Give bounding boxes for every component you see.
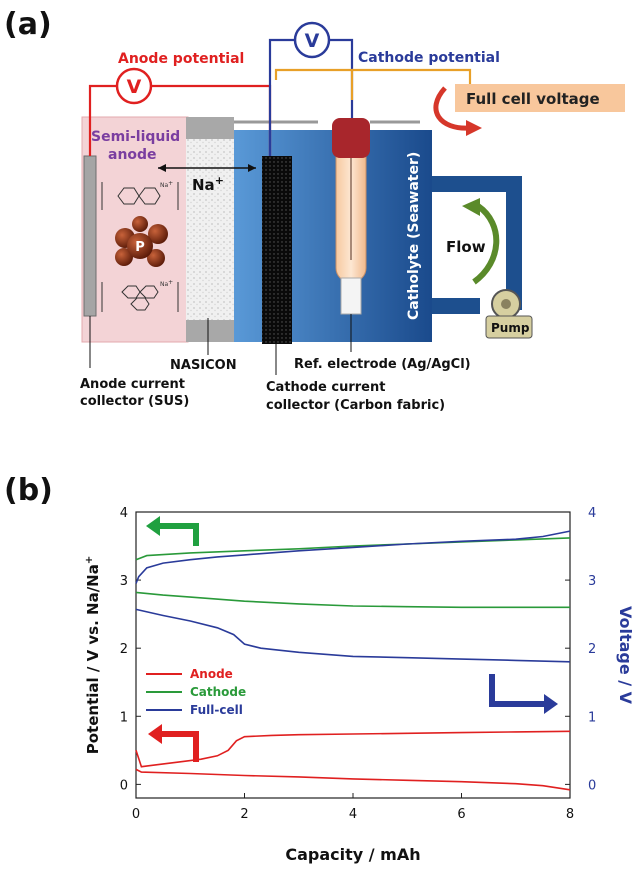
plot-frame [135,511,571,799]
full-cell-voltage-label: Full cell voltage [466,90,600,108]
panel-a-label: (a) [4,7,52,42]
y-right-tick-label: 0 [588,778,596,793]
legend-cathode-label: Cathode [190,685,246,699]
series-lines [135,530,571,791]
y-left-axis-ticks: 0 1 2 3 4 [120,506,141,793]
y-right-tick-label: 2 [588,642,596,657]
pyrene-na-label: Na+ [160,279,173,288]
y-right-tick-label: 1 [588,710,596,725]
y-right-tick-label: 4 [588,506,596,521]
series-full-cell-charge [135,530,571,584]
biphenyl-molecule-icon [101,182,179,210]
y-left-axis-label: Potential / V vs. Na/Na+ [84,556,102,755]
anode-voltmeter-symbol: V [127,76,142,98]
semi-liquid-label-line2: anode [108,147,157,163]
reference-electrode [332,118,370,315]
green-left-axis-arrow-icon [160,523,199,546]
na-ion-label: Na+ [192,174,224,194]
green-arrow-head-icon [146,516,160,536]
cathode-current-collector [262,156,292,344]
blue-right-axis-arrow-icon [489,674,544,707]
series-anode-discharge [135,768,571,791]
anode-voltmeter: V [115,67,153,105]
y-left-tick-label: 4 [120,506,128,521]
cathode-cc-label-line1: Cathode current [266,380,385,395]
nasicon-label: NASICON [170,358,237,373]
series-cathode-charge [135,537,571,561]
anode-cc-label-line2: collector (SUS) [80,394,189,409]
anode-cc-label-line1: Anode current [80,377,185,392]
series-anode-charge [135,730,571,768]
catholyte-label: Catholyte (Seawater) [406,152,422,320]
x-tick-label: 8 [566,807,574,822]
y-left-tick-label: 1 [120,710,128,725]
series-full-cell-discharge [135,608,571,663]
x-axis-ticks: 0 2 4 6 8 [132,793,574,822]
panel-b: (b) 0 2 4 6 8 0 1 2 3 4 0 1 2 3 4 Capacity / mAh Pot… [4,473,633,864]
biphenyl-na-label: Na+ [160,180,173,189]
x-axis-label: Capacity / mAh [285,845,420,864]
pump-icon [485,289,533,339]
red-arrow-head-icon [148,724,162,744]
flow-box [440,198,502,292]
cathode-voltmeter: V [293,21,331,59]
ref-electrode-label: Ref. electrode (Ag/AgCl) [294,357,471,372]
anode-current-collector [83,155,97,317]
y-right-tick-label: 3 [588,574,596,589]
flow-arrow-head-icon [462,198,480,216]
cathode-voltmeter-symbol: V [305,30,320,52]
curved-arrow-icon [433,86,471,131]
y-right-axis-label: Voltage / V [616,606,633,705]
curved-arrow-head-icon [466,120,482,136]
x-tick-label: 4 [349,807,357,822]
legend-anode-label: Anode [190,667,233,681]
blue-arrow-head-icon [544,694,558,714]
flow-arrow-icon [472,203,500,285]
phosphorus-label: P [135,240,145,255]
na-ion-arrow [158,164,256,172]
semi-liquid-label-line1: Semi-liquid [91,129,180,145]
x-tick-label: 6 [457,807,465,822]
panel-b-label: (b) [4,473,53,508]
pyrene-molecule-icon [101,282,179,312]
x-tick-label: 0 [132,807,140,822]
panel-a: (a) [4,7,625,413]
legend-full-cell-label: Full-cell [190,703,243,717]
flow-label: Flow [446,238,486,256]
x-tick-label: 2 [240,807,248,822]
y-left-tick-label: 0 [120,778,128,793]
anode-potential-label: Anode potential [118,51,244,67]
legend: Anode Cathode Full-cell [146,667,246,717]
series-cathode-discharge [135,591,570,609]
red-left-axis-arrow-icon [162,731,199,762]
nasicon-membrane [186,117,234,342]
circuit-wires [88,38,472,156]
cathode-potential-label: Cathode potential [358,50,500,66]
pump-label: Pump [491,321,530,335]
full-cell-voltage-box [455,84,625,112]
y-left-tick-label: 3 [120,574,128,589]
y-right-axis-ticks: 0 1 2 3 4 [565,506,596,793]
y-left-tick-label: 2 [120,642,128,657]
leader-lines [89,314,352,375]
phosphorus-cluster-icon [115,216,168,267]
cathode-cc-label-line2: collector (Carbon fabric) [266,398,445,413]
